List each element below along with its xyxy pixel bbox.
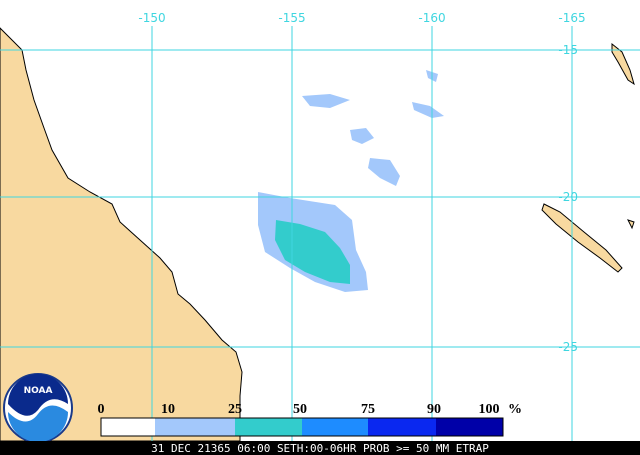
legend: % 0 10 25 50 75 90 100: [98, 402, 522, 437]
legend-label: 10: [161, 402, 175, 417]
prob-10: [302, 94, 350, 108]
logo-text: NOAA: [24, 386, 53, 396]
legend-swatch: [302, 418, 368, 436]
legend-label: 90: [427, 402, 441, 417]
legend-unit: %: [508, 402, 522, 417]
latitude-label: -25: [558, 340, 578, 354]
longitude-label: -155: [278, 11, 305, 25]
legend-swatch: [436, 418, 503, 436]
legend-swatch: [155, 418, 235, 436]
legend-swatch: [235, 418, 302, 436]
prob-25: [275, 220, 350, 284]
prob-10: [350, 128, 374, 144]
legend-label: 0: [98, 402, 105, 417]
graticule: [0, 26, 640, 441]
footer-bar: [0, 441, 640, 455]
new-caledonia: [541, 203, 623, 273]
legend-label: 25: [228, 402, 242, 417]
footer-text: 31 DEC 21365 06:00 SETH:00-06HR PROB >= …: [151, 442, 489, 455]
latitude-label: -15: [558, 43, 578, 57]
australia: [0, 27, 243, 442]
legend-swatch: [101, 418, 155, 436]
prob-10: [412, 102, 444, 118]
longitude-label: -160: [418, 11, 445, 25]
vanuatu: [611, 42, 635, 86]
longitude-label: -165: [558, 11, 585, 25]
probability-areas: [258, 70, 444, 292]
legend-label: 100: [479, 402, 500, 417]
logo-sea: [8, 405, 68, 442]
island: [627, 219, 635, 230]
legend-frame: [100, 417, 504, 437]
legend-label: 75: [361, 402, 375, 417]
logo-sky: [8, 374, 68, 416]
legend-swatch: [368, 418, 436, 436]
longitude-label: -150: [138, 11, 165, 25]
legend-label: 50: [293, 402, 307, 417]
noaa-logo: NOAA: [3, 373, 73, 443]
latitude-label: -20: [558, 190, 578, 204]
prob-10: [368, 158, 400, 186]
